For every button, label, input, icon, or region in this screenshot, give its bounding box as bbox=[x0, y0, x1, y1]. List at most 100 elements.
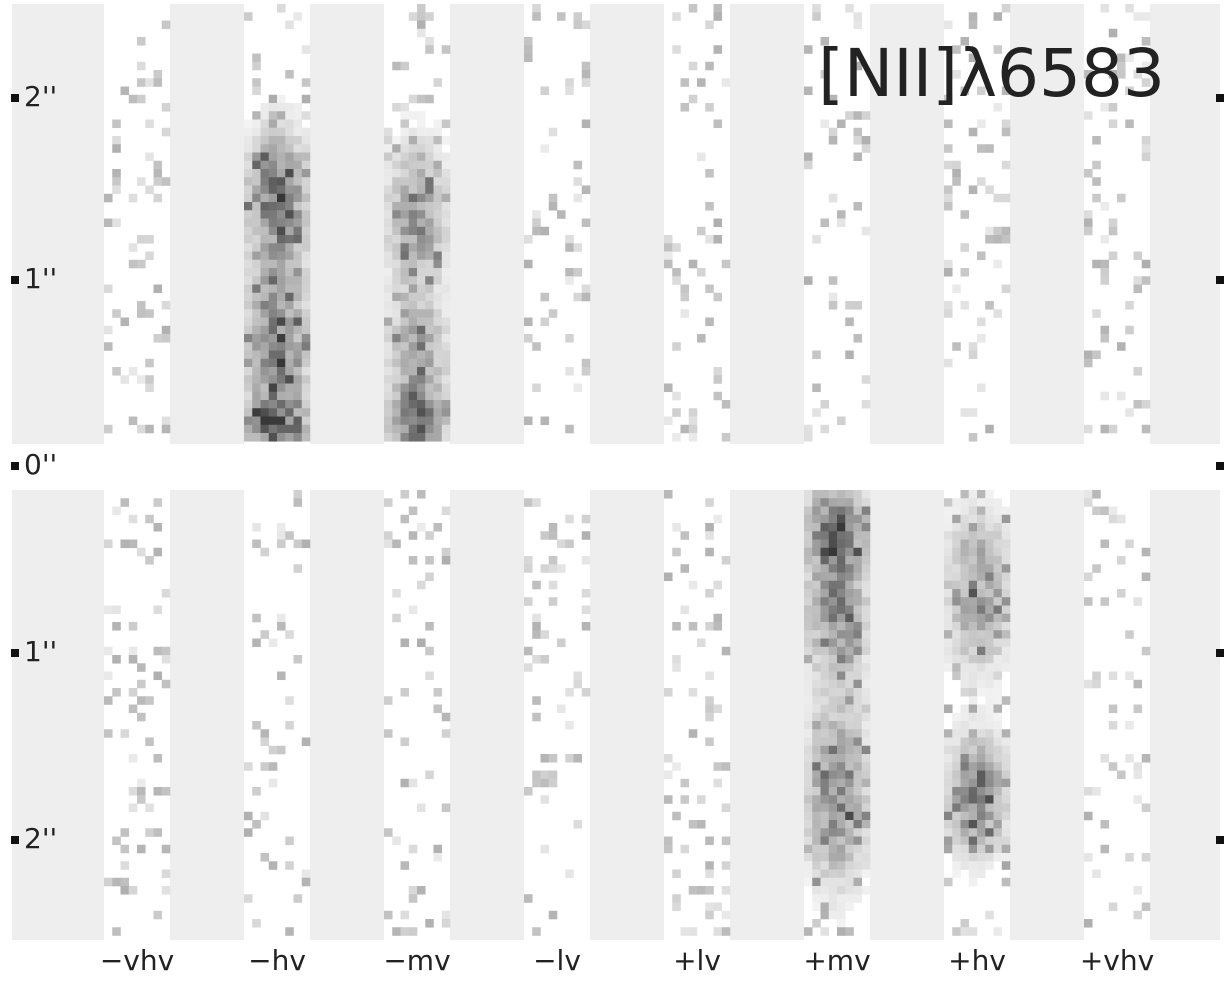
pixel bbox=[268, 127, 278, 137]
pixel bbox=[1133, 276, 1143, 285]
pixel bbox=[977, 119, 986, 129]
pixel bbox=[293, 334, 303, 343]
pixel bbox=[384, 144, 393, 153]
pixel bbox=[672, 433, 681, 442]
pixel bbox=[968, 679, 978, 689]
pixel bbox=[400, 334, 410, 343]
pixel bbox=[425, 334, 434, 343]
pixel bbox=[137, 547, 146, 557]
pixel bbox=[952, 597, 961, 606]
pixel bbox=[441, 284, 451, 294]
pixel bbox=[960, 605, 970, 615]
pixel bbox=[861, 886, 871, 895]
pixel bbox=[120, 828, 130, 837]
pixel bbox=[277, 613, 286, 623]
pixel bbox=[812, 580, 821, 590]
pixel bbox=[260, 853, 270, 862]
pixel bbox=[565, 424, 574, 434]
pixel bbox=[268, 243, 278, 252]
pixel bbox=[301, 169, 311, 178]
pixel bbox=[384, 383, 393, 393]
pixel bbox=[417, 268, 426, 277]
pixel bbox=[853, 646, 863, 656]
pixel bbox=[277, 152, 286, 162]
pixel bbox=[441, 235, 451, 244]
pixel bbox=[960, 630, 970, 639]
pixel bbox=[1001, 820, 1011, 829]
pixel bbox=[128, 94, 138, 104]
pixel bbox=[524, 235, 533, 244]
pixel bbox=[417, 160, 426, 170]
pixel bbox=[713, 514, 723, 524]
pixel bbox=[828, 663, 838, 672]
pixel bbox=[952, 539, 961, 549]
column-label: −mv bbox=[383, 944, 450, 977]
pixel bbox=[820, 696, 830, 705]
pixel bbox=[384, 127, 393, 137]
pixel bbox=[425, 152, 434, 162]
pixel bbox=[408, 276, 418, 285]
pixel bbox=[441, 136, 451, 145]
pixel bbox=[1108, 119, 1118, 129]
pixel bbox=[1084, 787, 1093, 796]
pixel bbox=[384, 539, 393, 549]
pixel bbox=[581, 284, 591, 294]
pixel bbox=[952, 605, 961, 615]
pixel bbox=[573, 160, 583, 170]
pixel bbox=[161, 301, 171, 310]
pixel bbox=[285, 152, 294, 162]
pixel bbox=[861, 580, 871, 590]
pixel bbox=[252, 408, 261, 417]
pixel bbox=[137, 375, 146, 384]
pixel bbox=[161, 20, 171, 30]
pixel bbox=[277, 745, 286, 755]
pixel bbox=[277, 622, 286, 631]
pixel bbox=[1133, 284, 1143, 294]
pixel bbox=[425, 383, 434, 393]
pixel bbox=[812, 572, 821, 582]
pixel bbox=[845, 902, 854, 912]
pixel bbox=[384, 202, 393, 211]
pixel bbox=[244, 811, 253, 821]
pixel bbox=[960, 86, 970, 96]
pixel bbox=[853, 844, 863, 854]
pixel bbox=[804, 523, 813, 532]
pixel bbox=[1117, 770, 1126, 780]
pixel bbox=[812, 754, 821, 763]
pixel bbox=[968, 514, 978, 524]
pixel bbox=[557, 539, 566, 549]
pixel bbox=[804, 927, 813, 936]
pixel bbox=[977, 251, 986, 261]
pixel bbox=[581, 119, 591, 129]
pixel bbox=[268, 762, 278, 771]
pixel bbox=[408, 177, 418, 186]
pixel bbox=[301, 358, 311, 368]
pixel bbox=[688, 729, 698, 738]
pixel bbox=[252, 177, 261, 186]
pixel bbox=[1108, 704, 1118, 714]
pixel bbox=[853, 572, 863, 582]
pixel bbox=[853, 671, 863, 681]
pixel bbox=[861, 770, 871, 780]
pixel bbox=[425, 94, 434, 104]
pixel bbox=[161, 655, 171, 664]
pixel bbox=[153, 193, 163, 203]
channel-maps bbox=[104, 4, 1151, 940]
pixel bbox=[845, 861, 854, 870]
pixel bbox=[1141, 803, 1151, 813]
pixel bbox=[721, 861, 731, 870]
pixel bbox=[1100, 202, 1110, 211]
pixel bbox=[828, 828, 838, 837]
pixel bbox=[400, 309, 410, 318]
pixel bbox=[837, 514, 846, 524]
pixel bbox=[968, 20, 978, 30]
pixel bbox=[828, 597, 838, 606]
pixel bbox=[1125, 4, 1134, 13]
pixel bbox=[260, 177, 270, 186]
pixel bbox=[993, 498, 1003, 507]
pixel bbox=[944, 605, 953, 615]
pixel bbox=[425, 342, 434, 351]
pixel bbox=[400, 424, 410, 434]
pixel bbox=[392, 243, 401, 252]
pixel bbox=[293, 177, 303, 186]
